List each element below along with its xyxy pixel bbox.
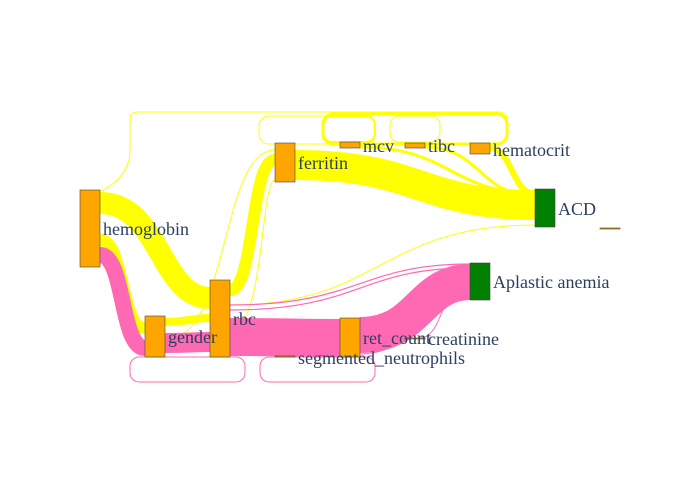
- loop-tibc-hematocrit[interactable]: [389, 115, 441, 143]
- label-rbc: rbc: [233, 309, 256, 329]
- acd-flows: [94, 111, 536, 341]
- label-gender: gender: [168, 327, 217, 347]
- label-mcv: mcv: [363, 136, 394, 156]
- node-ferritin[interactable]: [274, 142, 296, 183]
- node-stray: [599, 227, 621, 230]
- link-rbc-aplastic-thin2[interactable]: [229, 267, 471, 311]
- node-mcv[interactable]: [339, 141, 361, 149]
- loop-mcv-hematocrit[interactable]: [321, 112, 509, 146]
- label-hematocrit: hematocrit: [493, 140, 570, 160]
- loop-rbc-retcount[interactable]: [259, 356, 376, 383]
- node-hematocrit[interactable]: [469, 142, 491, 155]
- node-ret-count[interactable]: [339, 317, 361, 358]
- node-segmented-neutrophils[interactable]: [274, 355, 296, 358]
- node-creatinine[interactable]: [404, 337, 426, 340]
- node-aplastic-anemia[interactable]: [469, 262, 491, 301]
- link-gender-rbc-aplastic[interactable]: [164, 332, 211, 353]
- link-rbc-retcount-aplastic[interactable]: [229, 318, 341, 357]
- link-gender-ferritin-thin[interactable]: [164, 149, 276, 341]
- link-gender-rbc-acd[interactable]: [164, 314, 211, 326]
- label-hemoglobin: hemoglobin: [103, 219, 189, 239]
- link-rbc-aplastic-thin[interactable]: [229, 263, 471, 306]
- aplastic-flows: [97, 247, 472, 383]
- label-creatinine: creatinine: [428, 329, 499, 349]
- label-aplastic-anemia: Aplastic anemia: [493, 272, 609, 292]
- loop-ferritin-mcv[interactable]: [258, 115, 376, 145]
- link-rbc-acd-thin[interactable]: [229, 224, 536, 306]
- link-creatinine-aplastic[interactable]: [419, 269, 471, 339]
- label-ferritin: ferritin: [298, 153, 348, 173]
- loop-gender-rbc[interactable]: [129, 356, 246, 383]
- label-tibc: tibc: [428, 136, 455, 156]
- link-segneutro-aplastic[interactable]: [359, 291, 471, 355]
- link-rbc-ferritin-acd[interactable]: [227, 154, 278, 296]
- node-hemoglobin[interactable]: [79, 189, 101, 268]
- label-acd: ACD: [558, 199, 596, 219]
- link-hemoglobin-rbc-acd[interactable]: [98, 192, 212, 309]
- link-hematocrit-acd[interactable]: [489, 145, 536, 197]
- label-ret-count: ret_count: [363, 328, 431, 348]
- nodes: [79, 141, 621, 358]
- label-segmented-neutrophils: segmented_neutrophils: [298, 348, 465, 368]
- link-retcount-aplastic[interactable]: [358, 264, 472, 353]
- loop-hemoglobin-acd[interactable]: [94, 111, 508, 196]
- node-acd[interactable]: [534, 188, 556, 228]
- node-gender[interactable]: [144, 315, 166, 358]
- link-hemoglobin-gender-aplastic[interactable]: [97, 247, 148, 356]
- link-ferritin-acd[interactable]: [294, 150, 536, 220]
- node-labels: hemoglobin gender rbc ferritin mcv tibc …: [103, 136, 609, 368]
- node-rbc[interactable]: [209, 279, 231, 358]
- link-tibc-acd[interactable]: [424, 145, 536, 198]
- node-tibc[interactable]: [404, 142, 426, 149]
